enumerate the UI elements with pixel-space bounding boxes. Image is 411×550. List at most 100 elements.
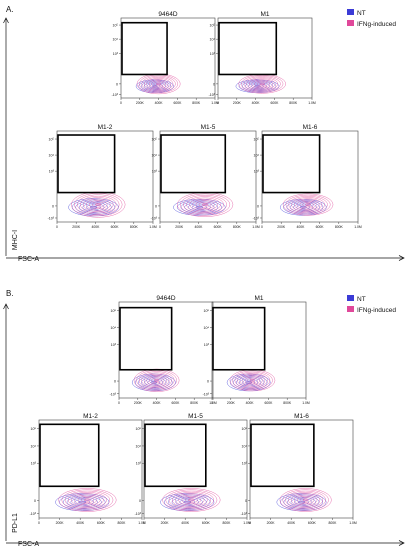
y-tick-label: 10⁵: [136, 427, 142, 431]
ifng-contour: [248, 78, 276, 90]
y-tick-label: 0: [52, 204, 54, 208]
y-tick-label: -10³: [48, 216, 55, 220]
ifng-contour: [143, 76, 174, 91]
ifng-contour: [299, 200, 317, 209]
ifng-contour: [285, 490, 326, 510]
y-tick-label: 10⁴: [110, 326, 116, 330]
gate-rectangle: [160, 134, 227, 194]
x-tick-label: 600K: [111, 225, 120, 229]
plot-frame: [211, 301, 307, 399]
y-tick-label: 10⁵: [31, 427, 37, 431]
plot-frame: [217, 17, 313, 99]
x-tick-label: 200K: [233, 101, 242, 105]
ifng-contour: [151, 377, 162, 384]
x-tick-label: 0: [211, 401, 213, 405]
ifng-contour: [244, 376, 261, 385]
ifng-contour: [288, 196, 328, 214]
ifng-contour: [243, 76, 281, 92]
ifng-contour: [299, 497, 312, 503]
x-tick-label: 200K: [134, 401, 143, 405]
ifng-contour: [293, 198, 323, 211]
y-tick-label: 10⁴: [48, 154, 54, 158]
gate-rectangle: [57, 134, 116, 194]
y-tick-label: 0: [114, 380, 116, 384]
x-tick-label: 200K: [56, 521, 65, 525]
x-axis-arrowhead: [398, 540, 405, 546]
x-tick-label: 800K: [289, 101, 298, 105]
x-tick-label: 800K: [283, 401, 292, 405]
y-tick-label: 10³: [113, 52, 119, 56]
plot-m1-6: M1-6 -10³ 0 10³ 10⁴ 10⁵ 0 200K 400K 600K 800K 1.0M: [241, 413, 357, 525]
ifng-contour: [305, 203, 312, 207]
ifng-contour: [192, 199, 218, 211]
x-tick-label: 800K: [190, 401, 199, 405]
x-tick-label: 800K: [222, 521, 231, 525]
x-tick-label: 600K: [97, 521, 106, 525]
x-tick-label: 0: [38, 521, 40, 525]
ifng-contour: [178, 494, 205, 506]
ifng-contour: [256, 81, 268, 87]
nt-contour: [296, 204, 311, 210]
gate-rectangle: [39, 423, 100, 488]
legend-swatch: [347, 295, 354, 301]
y-tick-label: 10⁴: [112, 38, 118, 42]
nt-contour: [66, 496, 98, 508]
plot-frame: [38, 419, 143, 519]
nt-contour: [251, 84, 264, 89]
x-tick-label: 0: [249, 521, 251, 525]
ifng-contour: [153, 81, 164, 87]
y-tick-label: 10³: [31, 462, 37, 466]
legend-swatch: [347, 306, 354, 312]
ifng-contour: [80, 195, 117, 214]
ifng-contour: [71, 493, 104, 507]
ifng-contour: [89, 200, 108, 210]
x-tick-label: 200K: [175, 225, 184, 229]
ifng-contour: [181, 495, 202, 505]
y-tick-label: 10³: [111, 343, 117, 347]
y-tick-label: 10⁵: [152, 138, 158, 142]
ifng-contour: [146, 375, 167, 386]
nt-contour: [82, 203, 105, 212]
nt-contour: [173, 199, 226, 216]
x-tick-label: 400K: [153, 401, 162, 405]
y-tick-label: -10³: [253, 216, 260, 220]
ifng-contour: [259, 82, 266, 86]
ifng-contour: [95, 202, 102, 207]
plot-title: 9464D: [158, 11, 177, 18]
y-tick-label: 10³: [242, 462, 248, 466]
ifng-contour: [92, 201, 105, 208]
x-tick-label: 400K: [287, 521, 296, 525]
y-tick-label: -10³: [135, 512, 142, 516]
plot-title: 9464D: [156, 295, 175, 302]
y-tick-label: -10³: [241, 512, 248, 516]
ifng-contour: [155, 82, 162, 86]
x-tick-label: 800K: [130, 225, 139, 229]
nt-contour: [78, 202, 108, 213]
x-tick-label: 800K: [328, 521, 337, 525]
ifng-contour: [288, 492, 324, 508]
y-tick-label: 10³: [136, 462, 142, 466]
y-axis-label: PD-L1: [12, 513, 19, 533]
ifng-contour: [64, 490, 111, 510]
x-tick-label: 600K: [264, 401, 273, 405]
panel-b: B. NT IFNg-induced PD-L1 FSC-A 9464D -10³ 0 10³ 1…: [3, 289, 405, 548]
nt-contour: [138, 376, 170, 389]
ifng-contour: [251, 79, 273, 89]
x-tick-label: 400K: [194, 225, 203, 229]
x-tick-label: 1.0M: [243, 521, 251, 525]
x-tick-label: 1.0M: [211, 101, 219, 105]
x-tick-label: 0: [118, 401, 120, 405]
legend: NT IFNg-induced: [347, 295, 396, 314]
plot-title: M1-2: [83, 413, 98, 420]
ifng-contour: [247, 377, 258, 383]
legend-entry: NT: [357, 10, 366, 17]
x-tick-label: 600K: [270, 101, 279, 105]
ifng-contour: [77, 194, 120, 215]
ifng-contour: [83, 197, 114, 212]
y-tick-label: 0: [257, 204, 259, 208]
plot-title: M1-5: [201, 124, 216, 131]
x-tick-label: 400K: [91, 225, 100, 229]
plot-m1: M1 -10³ 0 10³ 10⁴ 10⁵ 0 200K 400K 600K 800K 1.0M: [203, 295, 310, 405]
